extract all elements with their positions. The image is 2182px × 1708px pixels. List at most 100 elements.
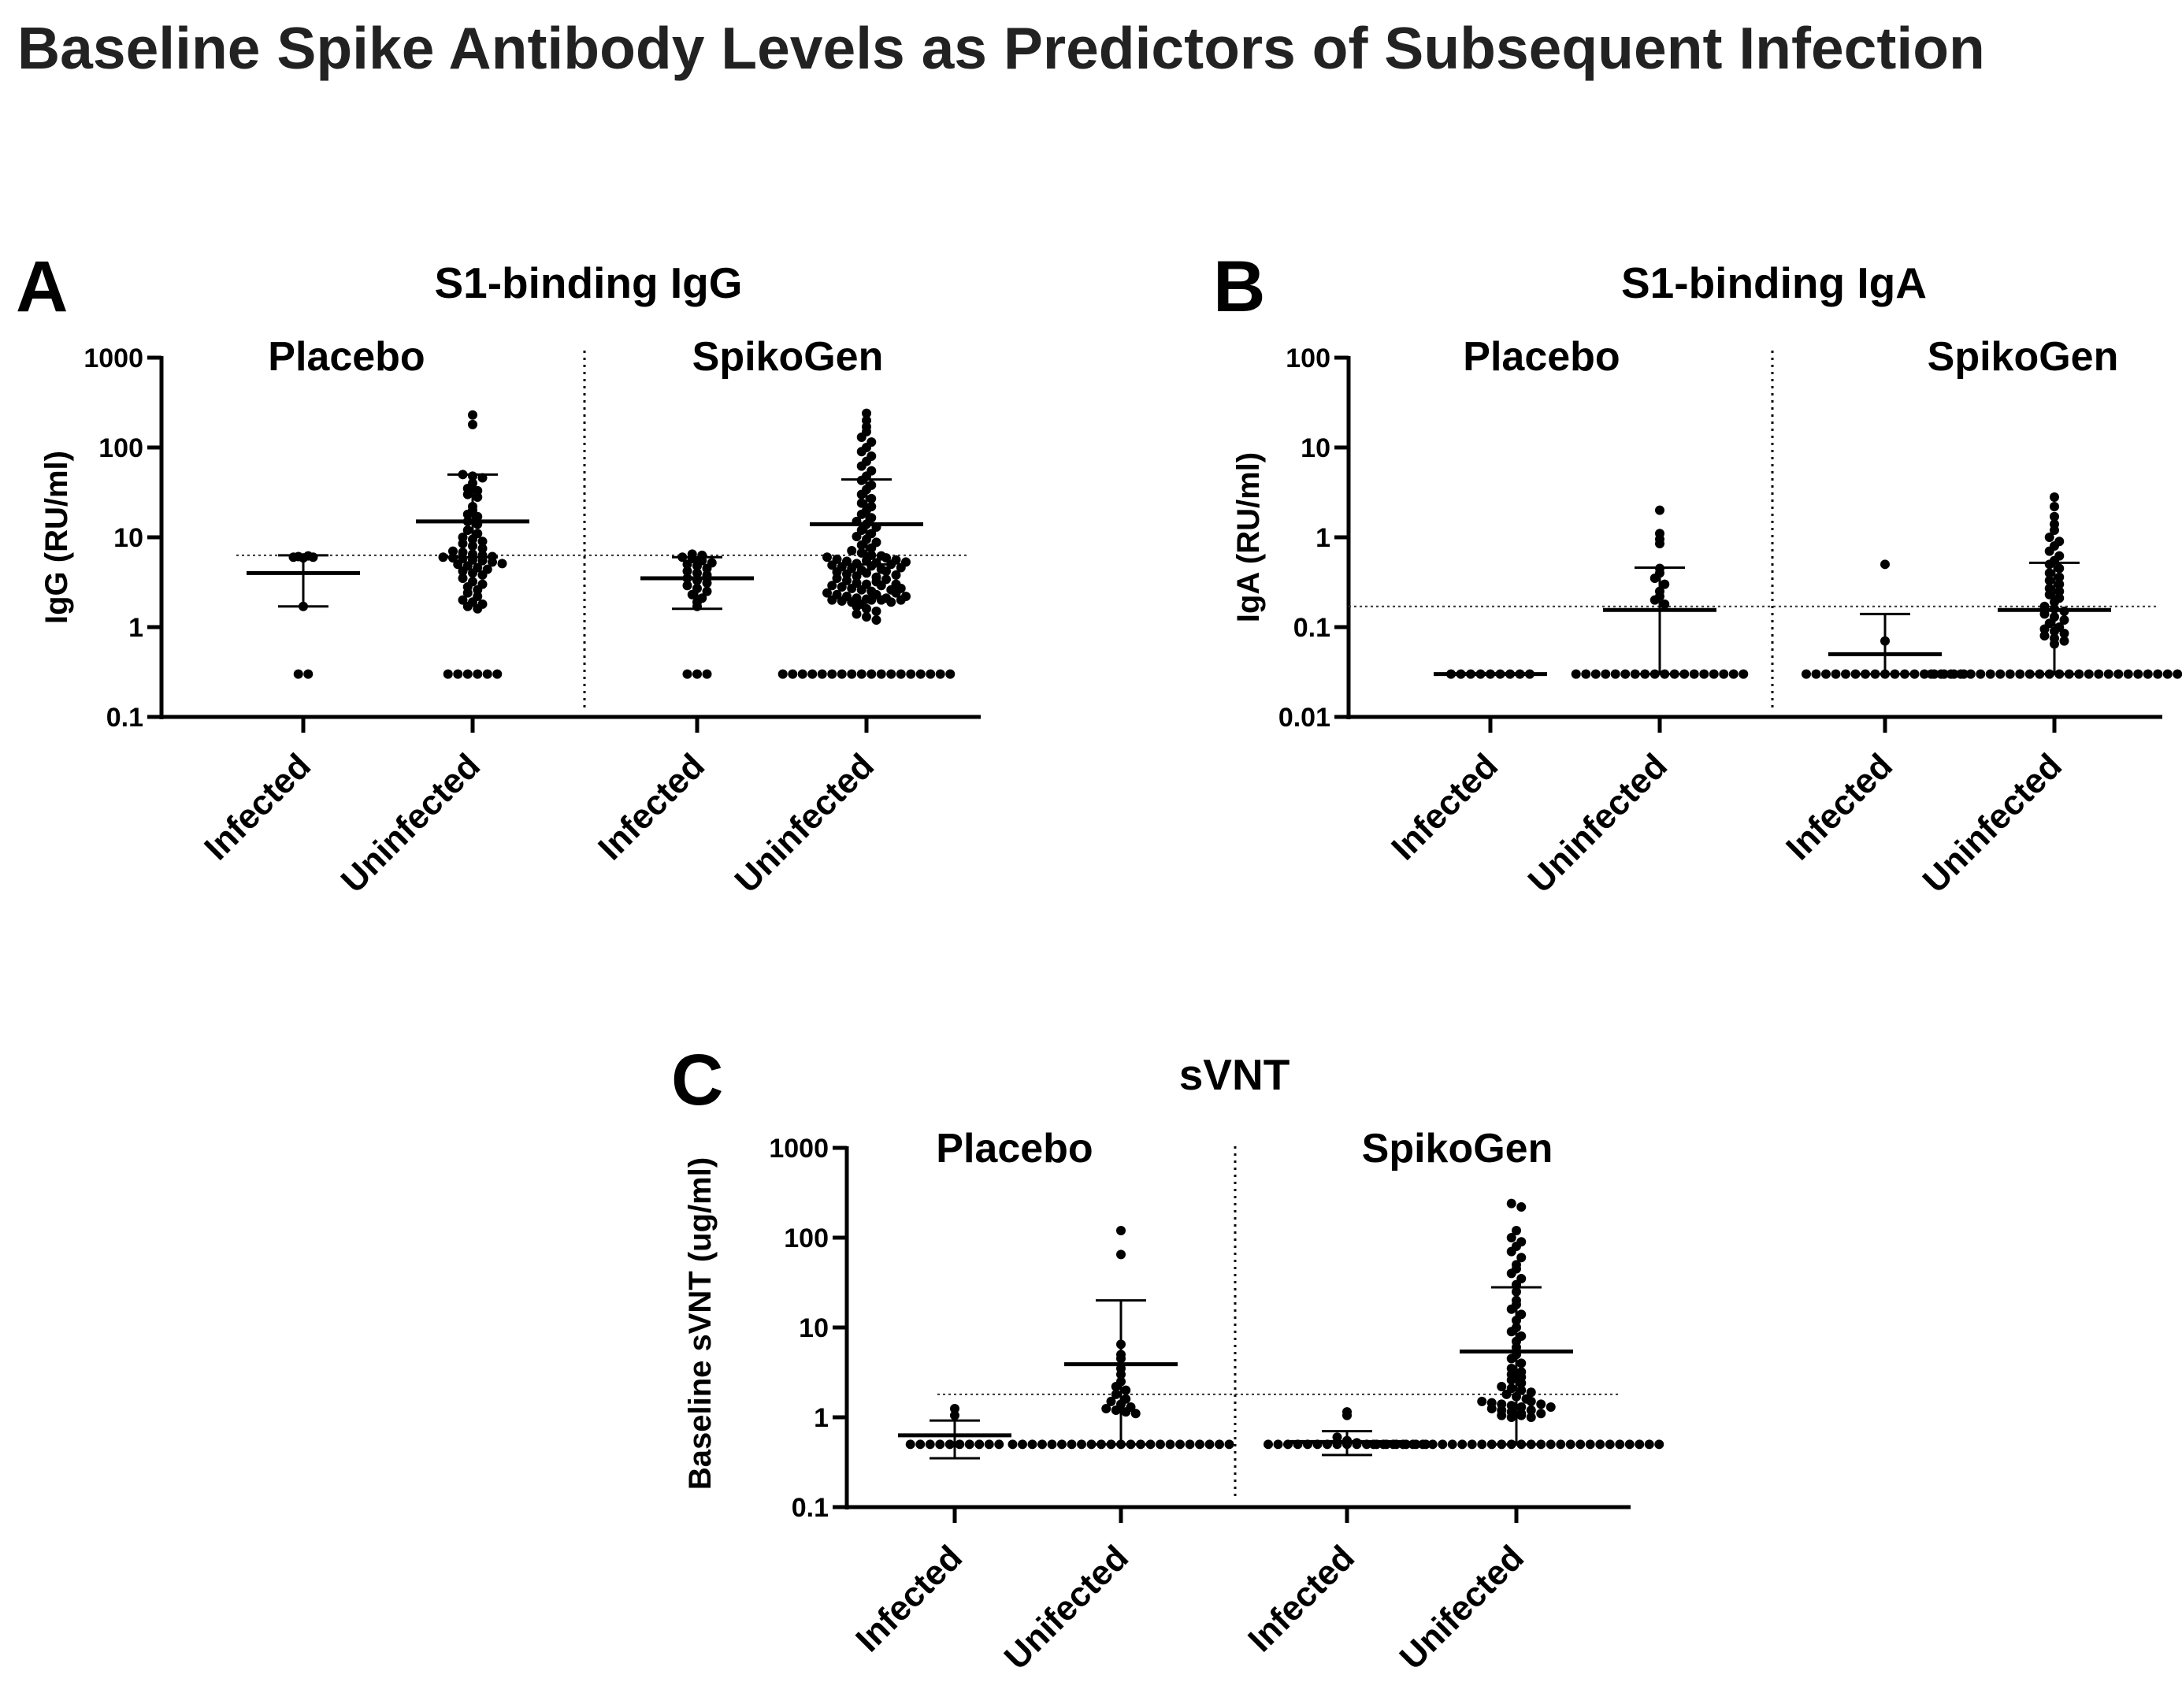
data-point <box>1368 1439 1379 1450</box>
data-point <box>822 552 832 563</box>
data-point <box>692 669 702 679</box>
data-point <box>906 669 916 679</box>
data-point <box>915 669 926 679</box>
y-tick-label: 10 <box>113 523 143 553</box>
data-point <box>915 1439 926 1450</box>
data-point <box>862 612 871 622</box>
x-category-label: Infected <box>1384 746 1505 867</box>
data-point <box>702 586 712 596</box>
data-point <box>1447 1439 1457 1450</box>
data-point <box>1086 1439 1097 1450</box>
data-point <box>862 603 871 614</box>
data-point <box>871 606 881 616</box>
group-label-spikogen: SpikoGen <box>1362 1126 1553 1171</box>
data-point <box>1926 669 1936 679</box>
series-placebo-infected <box>1434 669 1547 679</box>
data-point <box>1936 669 1946 679</box>
data-point <box>458 566 468 576</box>
series-placebo-unifected <box>1008 1225 1234 1450</box>
data-point <box>1850 669 1861 679</box>
data-point <box>1111 1389 1121 1399</box>
data-point <box>1101 1403 1111 1413</box>
data-point <box>702 577 712 588</box>
data-point <box>2044 575 2054 585</box>
data-point <box>955 1439 965 1450</box>
data-point <box>950 1403 959 1413</box>
data-point <box>1497 1381 1507 1391</box>
y-tick-label: 1000 <box>83 343 143 373</box>
data-point <box>891 570 901 580</box>
x-category-label: Uninfected <box>1521 746 1675 900</box>
data-point <box>473 585 483 595</box>
data-point <box>453 559 463 570</box>
data-point <box>945 669 956 679</box>
data-point <box>1624 1439 1635 1450</box>
data-point <box>944 1439 955 1450</box>
data-point <box>1506 1198 1516 1209</box>
data-point <box>856 489 866 499</box>
data-point <box>1047 1439 1057 1450</box>
group-label-placebo: Placebo <box>1463 334 1620 380</box>
data-point <box>1880 559 1890 570</box>
y-tick-label: 1000 <box>769 1134 829 1164</box>
panel-label: C <box>671 1040 723 1120</box>
data-point <box>1379 1439 1389 1450</box>
data-point <box>777 669 788 679</box>
data-point <box>1581 669 1591 679</box>
data-point <box>1571 669 1581 679</box>
y-tick-label: 1 <box>1316 523 1330 553</box>
data-point <box>876 581 886 591</box>
data-point <box>1995 669 2006 679</box>
data-point <box>1027 1439 1037 1450</box>
data-point <box>852 609 862 619</box>
y-tick-label: 100 <box>1286 343 1330 373</box>
data-point <box>1728 669 1739 679</box>
data-point <box>2044 546 2054 556</box>
data-point <box>477 544 488 554</box>
series-spikogen-uninfected <box>777 408 956 679</box>
y-tick-label: 0.01 <box>1278 703 1330 733</box>
data-point <box>837 582 847 592</box>
data-point <box>817 669 827 679</box>
data-point <box>462 669 473 679</box>
data-point <box>2113 669 2124 679</box>
data-point <box>1116 1249 1126 1260</box>
y-tick-label: 100 <box>98 433 143 463</box>
data-point <box>847 583 857 593</box>
data-point <box>837 669 847 679</box>
data-point <box>856 509 866 519</box>
data-point <box>458 573 468 583</box>
data-point <box>886 597 896 607</box>
data-point <box>1516 1253 1527 1263</box>
data-point <box>468 410 477 420</box>
data-point <box>458 539 468 549</box>
data-point <box>1546 1439 1556 1450</box>
data-point <box>1506 1375 1516 1385</box>
data-point <box>1477 1439 1487 1450</box>
series-placebo-infected <box>898 1403 1011 1460</box>
data-point <box>2050 525 2059 535</box>
data-point <box>1739 669 1749 679</box>
data-point <box>1699 669 1709 679</box>
data-point <box>871 615 881 625</box>
data-point <box>1111 1381 1121 1391</box>
data-point <box>477 537 488 547</box>
data-point <box>1610 669 1620 679</box>
data-point <box>702 669 712 679</box>
panel-label: B <box>1213 247 1265 327</box>
data-point <box>1601 669 1611 679</box>
data-point <box>905 1439 915 1450</box>
data-point <box>2059 629 2069 639</box>
data-point <box>1477 1396 1487 1406</box>
data-point <box>1956 669 1966 679</box>
y-tick-label: 1 <box>814 1403 829 1433</box>
data-point <box>473 669 483 679</box>
series-placebo-uninfected <box>416 410 529 679</box>
data-point <box>1175 1439 1185 1450</box>
data-point <box>827 595 837 605</box>
data-point <box>827 581 837 591</box>
data-point <box>1565 1439 1575 1450</box>
data-point <box>1116 1225 1126 1235</box>
data-point <box>2059 636 2069 646</box>
